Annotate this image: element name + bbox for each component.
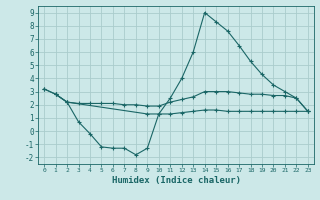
X-axis label: Humidex (Indice chaleur): Humidex (Indice chaleur) [111, 176, 241, 185]
